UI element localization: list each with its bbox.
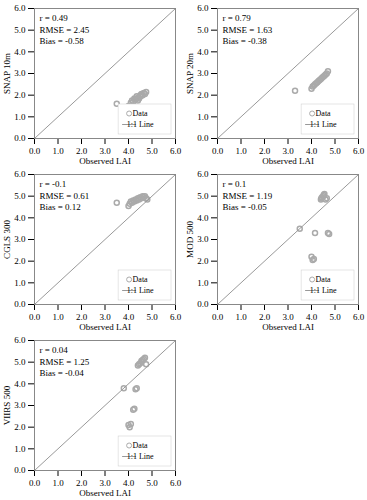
svg-text:1:1 Line: 1:1 Line [127,286,154,295]
svg-text:3.0: 3.0 [282,312,294,322]
svg-text:6.0: 6.0 [170,146,182,156]
svg-text:3.0: 3.0 [197,234,209,244]
svg-text:3.0: 3.0 [14,400,26,410]
svg-text:2.0: 2.0 [197,256,209,266]
svg-text:3.0: 3.0 [99,478,111,488]
svg-text:r = 0.1RMSE = 1.19Bias = -0.05: r = 0.1RMSE = 1.19Bias = -0.05 [223,179,273,212]
svg-text:6.0: 6.0 [197,3,209,13]
svg-text:0.0: 0.0 [212,146,224,156]
svg-text:3.0: 3.0 [99,312,111,322]
svg-text:6.0: 6.0 [14,3,26,13]
svg-text:2.0: 2.0 [14,256,26,266]
svg-text:0.0: 0.0 [197,299,209,309]
svg-text:5.0: 5.0 [197,191,209,201]
svg-text:Observed LAI: Observed LAI [262,322,314,332]
svg-text:1.0: 1.0 [14,112,26,122]
svg-text:r = 0.04RMSE = 1.25Bias = -0.0: r = 0.04RMSE = 1.25Bias = -0.04 [40,345,90,378]
svg-text:6.0: 6.0 [353,312,365,322]
svg-text:2.0: 2.0 [259,146,271,156]
svg-text:1:1 Line: 1:1 Line [310,120,337,129]
svg-text:1.0: 1.0 [235,146,247,156]
svg-text:4.0: 4.0 [306,312,318,322]
svg-text:0.0: 0.0 [29,312,41,322]
svg-text:Observed LAI: Observed LAI [79,156,131,166]
svg-text:0.0: 0.0 [29,146,41,156]
svg-text:1.0: 1.0 [235,312,247,322]
svg-text:1.0: 1.0 [197,278,209,288]
svg-text:1.0: 1.0 [52,146,64,156]
svg-text:5.0: 5.0 [197,25,209,35]
svg-text:VIIRS 500: VIIRS 500 [2,385,12,425]
svg-text:5.0: 5.0 [146,146,158,156]
svg-text:0.0: 0.0 [14,299,26,309]
svg-text:6.0: 6.0 [170,312,182,322]
svg-text:Data: Data [133,275,149,284]
svg-text:SNAP 20m: SNAP 20m [185,53,195,94]
svg-text:0.0: 0.0 [197,133,209,143]
svg-text:4.0: 4.0 [123,478,135,488]
svg-text:0.0: 0.0 [14,133,26,143]
svg-text:3.0: 3.0 [14,234,26,244]
svg-text:SNAP 10m: SNAP 10m [2,53,12,94]
svg-text:4.0: 4.0 [123,146,135,156]
svg-text:0.0: 0.0 [212,312,224,322]
svg-text:3.0: 3.0 [282,146,294,156]
svg-text:5.0: 5.0 [329,312,341,322]
svg-text:Observed LAI: Observed LAI [262,156,314,166]
svg-text:r = -0.1RMSE = 0.61Bias = 0.12: r = -0.1RMSE = 0.61Bias = 0.12 [40,179,90,212]
svg-text:5.0: 5.0 [14,25,26,35]
svg-text:r = 0.79RMSE = 1.63Bias = -0.3: r = 0.79RMSE = 1.63Bias = -0.38 [223,13,273,46]
svg-text:6.0: 6.0 [14,169,26,179]
svg-text:4.0: 4.0 [14,213,26,223]
svg-text:1:1 Line: 1:1 Line [127,120,154,129]
svg-text:1.0: 1.0 [52,312,64,322]
svg-text:1:1 Line: 1:1 Line [127,452,154,461]
svg-text:Data: Data [316,275,332,284]
svg-text:1.0: 1.0 [14,444,26,454]
svg-text:2.0: 2.0 [14,90,26,100]
svg-text:3.0: 3.0 [14,68,26,78]
svg-text:5.0: 5.0 [146,312,158,322]
svg-text:Observed LAI: Observed LAI [79,488,131,498]
svg-text:2.0: 2.0 [76,146,88,156]
svg-text:6.0: 6.0 [170,478,182,488]
svg-text:Observed LAI: Observed LAI [79,322,131,332]
svg-text:6.0: 6.0 [353,146,365,156]
svg-text:6.0: 6.0 [14,335,26,345]
svg-text:0.0: 0.0 [14,465,26,475]
svg-text:MOD 500: MOD 500 [185,221,195,258]
svg-text:2.0: 2.0 [76,312,88,322]
svg-text:CGLS 300: CGLS 300 [2,220,12,259]
svg-text:4.0: 4.0 [197,213,209,223]
svg-text:3.0: 3.0 [197,68,209,78]
svg-text:2.0: 2.0 [14,422,26,432]
svg-text:4.0: 4.0 [123,312,135,322]
svg-text:5.0: 5.0 [14,191,26,201]
svg-text:3.0: 3.0 [99,146,111,156]
svg-text:1:1 Line: 1:1 Line [310,286,337,295]
svg-text:2.0: 2.0 [259,312,271,322]
svg-text:4.0: 4.0 [14,47,26,57]
svg-text:5.0: 5.0 [329,146,341,156]
svg-text:5.0: 5.0 [146,478,158,488]
svg-text:5.0: 5.0 [14,357,26,367]
svg-text:4.0: 4.0 [197,47,209,57]
svg-text:r = 0.49RMSE = 2.45Bias = -0.5: r = 0.49RMSE = 2.45Bias = -0.58 [40,13,90,46]
svg-text:1.0: 1.0 [52,478,64,488]
svg-text:Data: Data [133,441,149,450]
svg-text:Data: Data [133,109,149,118]
svg-text:1.0: 1.0 [197,112,209,122]
svg-text:4.0: 4.0 [14,379,26,389]
svg-text:2.0: 2.0 [197,90,209,100]
svg-text:0.0: 0.0 [29,478,41,488]
svg-text:4.0: 4.0 [306,146,318,156]
svg-text:6.0: 6.0 [197,169,209,179]
svg-text:2.0: 2.0 [76,478,88,488]
svg-text:1.0: 1.0 [14,278,26,288]
svg-text:Data: Data [316,109,332,118]
